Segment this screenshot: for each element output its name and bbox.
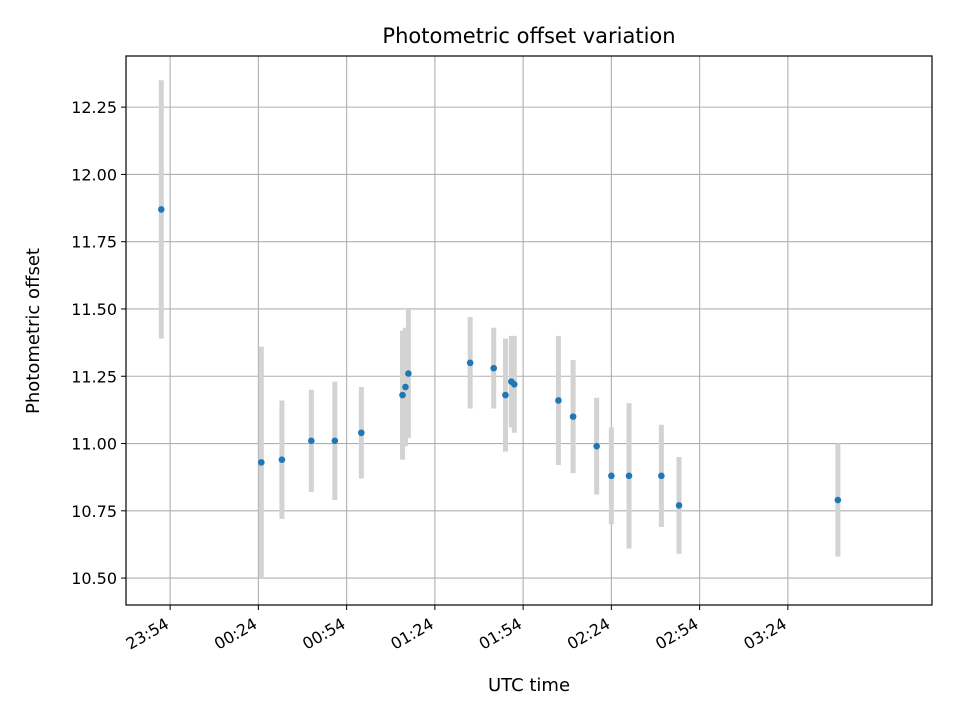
data-point	[399, 391, 406, 399]
y-tick-label: 10.75	[71, 502, 117, 521]
data-point	[510, 381, 518, 388]
data-points	[157, 206, 842, 509]
y-tick-label: 11.25	[71, 367, 117, 386]
y-tick-label: 11.75	[71, 233, 117, 252]
data-point	[490, 364, 498, 372]
x-axis-label: UTC time	[488, 675, 570, 696]
data-point	[658, 472, 665, 480]
data-point	[608, 472, 615, 480]
x-tick-label: 00:54	[299, 614, 348, 654]
data-point	[466, 359, 474, 367]
x-tick-label: 01:54	[476, 614, 525, 654]
data-point	[258, 459, 265, 466]
data-point	[675, 502, 683, 509]
grid-lines	[126, 56, 932, 605]
data-point	[157, 206, 165, 213]
data-point	[555, 397, 562, 404]
y-tick-label: 12.00	[71, 165, 117, 184]
data-point	[625, 472, 633, 480]
x-tick-label: 23:54	[123, 614, 172, 654]
y-tick-label: 11.00	[71, 435, 117, 454]
data-point	[502, 391, 509, 399]
data-point	[593, 442, 600, 450]
data-point	[405, 370, 412, 377]
error-bars	[158, 80, 841, 579]
data-point	[402, 383, 409, 391]
x-tick-label: 01:24	[387, 614, 436, 654]
data-point	[834, 496, 842, 504]
x-tick-label: 02:24	[564, 614, 613, 654]
y-tick-label: 12.25	[71, 98, 117, 117]
data-point	[358, 429, 365, 437]
x-tick-label: 03:24	[740, 614, 789, 654]
data-point	[569, 413, 577, 420]
data-point	[331, 437, 339, 445]
y-tick-label: 11.50	[71, 300, 117, 319]
x-tick-label: 02:54	[652, 614, 701, 654]
data-point	[308, 437, 315, 445]
data-point	[278, 456, 286, 463]
plot-frame	[125, 55, 933, 606]
x-tick-label: 00:24	[211, 614, 260, 654]
y-tick-label: 10.50	[71, 569, 117, 588]
y-axis-label: Photometric offset	[23, 248, 44, 414]
chart-title: Photometric offset variation	[382, 24, 675, 48]
